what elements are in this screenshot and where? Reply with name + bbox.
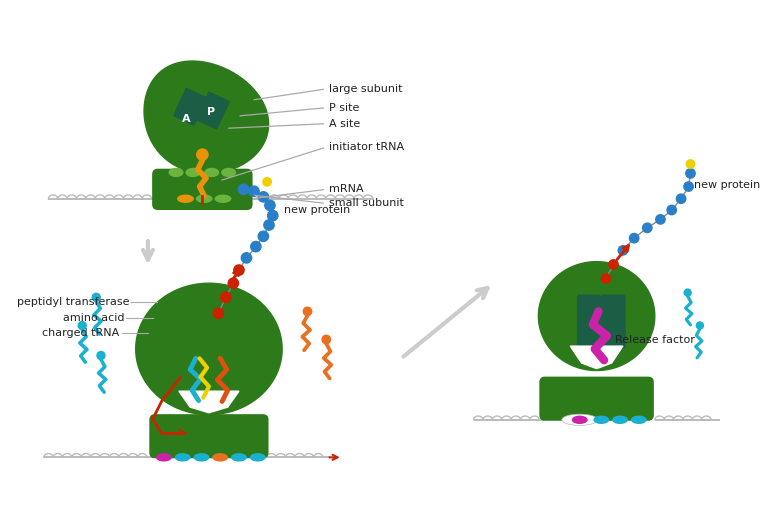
Text: P site: P site [329, 103, 359, 113]
Polygon shape [144, 61, 269, 174]
FancyBboxPatch shape [152, 168, 253, 210]
Circle shape [197, 149, 208, 160]
Text: new protein: new protein [284, 205, 350, 215]
Polygon shape [538, 262, 655, 371]
Circle shape [609, 260, 618, 269]
FancyBboxPatch shape [601, 294, 626, 349]
Ellipse shape [194, 453, 210, 462]
Ellipse shape [221, 168, 236, 177]
Ellipse shape [612, 416, 628, 424]
Circle shape [249, 186, 259, 197]
Circle shape [630, 233, 639, 243]
Circle shape [322, 335, 330, 344]
Ellipse shape [250, 453, 266, 462]
Polygon shape [136, 283, 282, 415]
Ellipse shape [212, 453, 228, 462]
FancyBboxPatch shape [577, 294, 601, 349]
Ellipse shape [562, 414, 598, 425]
Circle shape [303, 307, 312, 315]
Circle shape [684, 289, 691, 296]
Polygon shape [174, 89, 207, 125]
Circle shape [618, 246, 627, 255]
Text: mRNA: mRNA [329, 184, 364, 195]
Ellipse shape [156, 453, 172, 462]
Ellipse shape [214, 195, 231, 203]
Ellipse shape [204, 168, 219, 177]
Circle shape [258, 191, 269, 202]
Ellipse shape [231, 453, 247, 462]
Text: P: P [207, 108, 215, 117]
FancyBboxPatch shape [149, 414, 269, 458]
Circle shape [263, 178, 271, 186]
Polygon shape [571, 346, 623, 369]
Ellipse shape [571, 416, 588, 424]
Polygon shape [179, 391, 239, 413]
Text: small subunit: small subunit [329, 199, 404, 208]
Circle shape [239, 184, 249, 195]
Circle shape [92, 293, 101, 301]
Circle shape [264, 220, 274, 230]
Circle shape [601, 274, 611, 283]
Ellipse shape [594, 416, 609, 424]
Circle shape [233, 265, 244, 275]
Text: A site: A site [329, 119, 360, 129]
FancyBboxPatch shape [539, 377, 654, 421]
Circle shape [684, 182, 694, 191]
Ellipse shape [185, 168, 200, 177]
Circle shape [643, 223, 652, 232]
Circle shape [214, 308, 223, 318]
Circle shape [667, 205, 677, 215]
Ellipse shape [177, 195, 194, 203]
Ellipse shape [631, 416, 647, 424]
Circle shape [97, 352, 105, 359]
Text: new protein: new protein [694, 180, 760, 189]
Ellipse shape [174, 453, 190, 462]
Circle shape [250, 242, 261, 252]
Ellipse shape [196, 195, 213, 203]
Circle shape [677, 194, 686, 203]
Circle shape [267, 210, 278, 221]
Circle shape [78, 322, 86, 329]
Circle shape [228, 278, 239, 288]
Circle shape [697, 322, 703, 329]
Polygon shape [196, 92, 229, 129]
Text: large subunit: large subunit [329, 84, 402, 94]
Ellipse shape [168, 168, 184, 177]
Circle shape [686, 168, 695, 178]
Circle shape [241, 253, 252, 263]
Circle shape [220, 292, 231, 303]
Circle shape [258, 231, 269, 242]
Text: peptidyl transferase: peptidyl transferase [17, 297, 129, 307]
Text: charged tRNA: charged tRNA [42, 328, 120, 338]
Circle shape [265, 200, 275, 210]
Text: Release factor: Release factor [615, 334, 695, 345]
Circle shape [656, 215, 665, 224]
Circle shape [687, 160, 695, 168]
Text: A: A [182, 114, 190, 124]
Text: initiator tRNA: initiator tRNA [329, 142, 404, 152]
Text: amino acid: amino acid [63, 313, 124, 323]
